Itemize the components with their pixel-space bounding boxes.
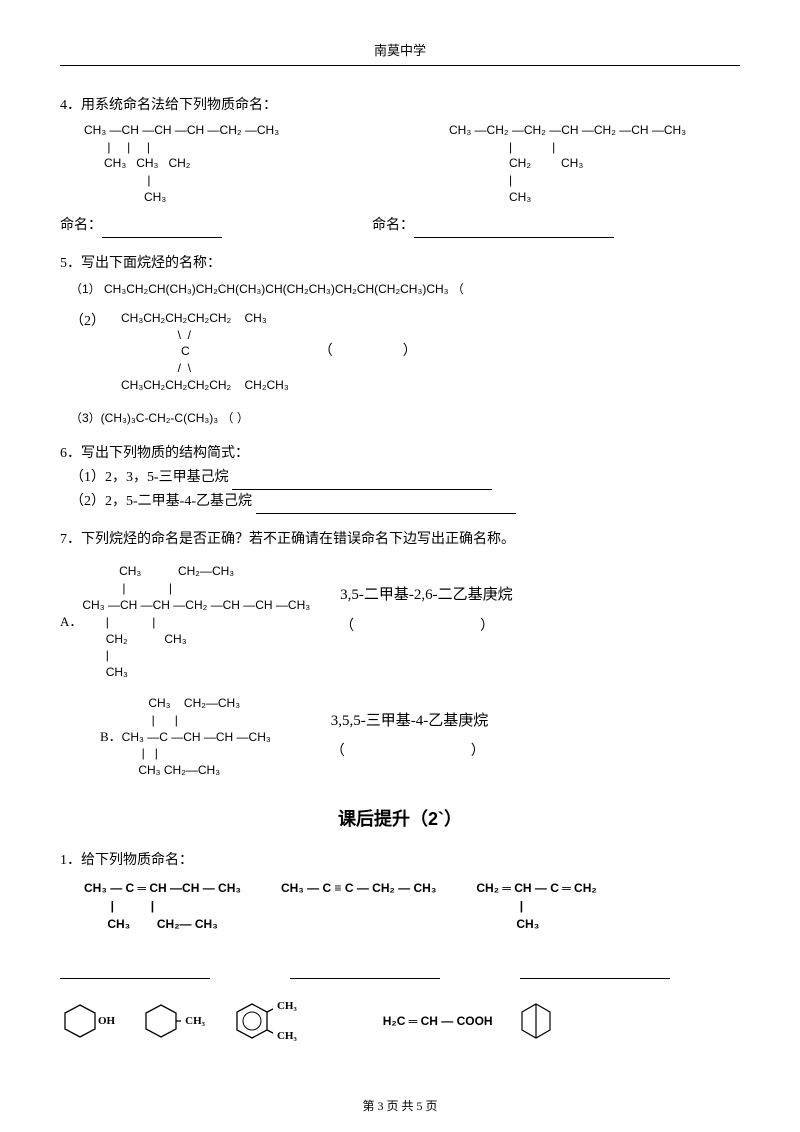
q4-title: 4．用系统命名法给下列物质命名： — [60, 94, 740, 118]
q7A-l1: CH₃ CH₂—CH₃ — [82, 563, 310, 580]
bicyclo-icon — [519, 1001, 553, 1041]
p1-s3-l2: | — [476, 897, 596, 915]
p1-blank-3 — [520, 963, 670, 979]
q4-left-l5: CH₃ — [84, 189, 375, 206]
q7B-l2: | | — [122, 712, 271, 729]
q5-title: 5．写出下面烷烃的名称： — [60, 252, 740, 276]
q7-A-name: 3,5-二甲基-2,6-二乙基庚烷 — [340, 583, 513, 609]
q4-left-l4: | — [84, 172, 375, 189]
p1-s3-l1: CH₂ ═ CH — C ═ CH₂ — [476, 879, 596, 897]
q5-item2-label: （2） — [70, 310, 105, 334]
blank-line — [102, 222, 222, 238]
q6-title: 6．写出下列物质的结构简式： — [60, 442, 740, 466]
q7A-l4: | | — [82, 614, 310, 631]
q5-item2-blank: （ ） — [319, 340, 417, 364]
q4-name-label-2: 命名： — [372, 214, 614, 238]
blank-line — [232, 474, 492, 490]
q4-left-l1: CH₃ —CH —CH —CH —CH₂ —CH₃ — [84, 122, 375, 139]
q7-B-label: B． — [100, 726, 122, 748]
p1-title: 1．给下列物质命名： — [60, 849, 740, 873]
q7B-l4: | | — [122, 745, 271, 762]
q6-item1: （1）2，3，5-三甲基己烷 — [70, 466, 740, 490]
acrylic-acid: H₂C ═ CH — COOH — [383, 1011, 493, 1031]
q4-right-l1: CH₃ —CH₂ —CH₂ —CH —CH₂ —CH —CH₃ — [449, 122, 740, 139]
q7-A-blank: （ ） — [340, 615, 513, 639]
q4-left-l3: CH₃ CH₃ CH₂ — [84, 155, 375, 172]
q7B-l3: CH₃ —C —CH —CH —CH₃ — [122, 729, 271, 746]
section-2-title: 课后提升（2`） — [60, 805, 740, 831]
q7A-l3: CH₃ —CH —CH —CH₂ —CH —CH —CH₃ — [82, 597, 310, 614]
q5-item2-mid2: / \ — [121, 360, 289, 377]
p1-s3-l3: CH₃ — [476, 915, 596, 933]
q7B-l5: CH₃ CH₂—CH₃ — [122, 762, 271, 779]
xylene-icon: CH₃ CH₃ — [231, 997, 297, 1046]
q4-right-l5: CH₃ — [449, 189, 740, 206]
p1-blank-1 — [60, 963, 210, 979]
cyclohexanol-icon: OH — [60, 1001, 115, 1041]
question-4: 4．用系统命名法给下列物质命名： CH₃ —CH —CH —CH —CH₂ —C… — [60, 94, 740, 238]
q7-B-blank: （ ） — [331, 740, 489, 764]
q4-right-l2: | | — [449, 139, 740, 156]
q4-left-l2: | | | — [84, 139, 375, 156]
methylcyclohexane-icon: CH₃ — [141, 1001, 205, 1041]
question-7: 7．下列烷烃的命名是否正确？若不正确请在错误命名下边写出正确名称。 A． CH₃… — [60, 528, 740, 779]
q4-name-label-1: 命名： — [60, 214, 222, 238]
q5-item2-top: CH₃CH₂CH₂CH₂CH₂ CH₃ — [121, 310, 289, 327]
question-6: 6．写出下列物质的结构简式： （1）2，3，5-三甲基己烷 （2）2，5-二甲基… — [60, 442, 740, 513]
q7-A-label: A． — [60, 611, 82, 633]
q7A-l2: | | — [82, 580, 310, 597]
q5-item2-bot: CH₃CH₂CH₂CH₂CH₂ CH₂CH₃ — [121, 377, 289, 394]
q5-item1: （1） CH₃CH₂CH(CH₃)CH₂CH(CH₃)CH(CH₂CH₃)CH₂… — [70, 279, 740, 299]
page-header: 南莫中学 — [60, 40, 740, 66]
page-footer: 第 3 页 共 5 页 — [0, 1097, 800, 1114]
problem-1: 1．给下列物质命名： CH₃ — C ═ CH —CH — CH₃ | | CH… — [60, 849, 740, 1046]
q5-item2-c: C — [121, 343, 289, 360]
blank-line — [414, 222, 614, 238]
p1-s2: CH₃ — C ≡ C — CH₂ — CH₃ — [281, 879, 436, 897]
q4-right-l3: CH₂ CH₃ — [449, 155, 740, 172]
question-5: 5．写出下面烷烃的名称： （1） CH₃CH₂CH(CH₃)CH₂CH(CH₃)… — [60, 252, 740, 429]
p1-s1-l1: CH₃ — C ═ CH —CH — CH₃ — [84, 879, 241, 897]
p1-s1-l3: CH₃ CH₂— CH₃ — [84, 915, 241, 933]
q4-right-l4: | — [449, 172, 740, 189]
q7B-l1: CH₃ CH₂—CH₃ — [122, 695, 271, 712]
q7A-l6: | — [82, 647, 310, 664]
q7-B-name: 3,5,5-三甲基-4-乙基庚烷 — [331, 709, 489, 735]
p1-s1-l2: | | — [84, 897, 241, 915]
q7A-l5: CH₂ CH₃ — [82, 631, 310, 648]
q7A-l7: CH₃ — [82, 664, 310, 681]
q6-item2: （2）2，5-二甲基-4-乙基己烷 — [70, 490, 740, 514]
q7-title: 7．下列烷烃的命名是否正确？若不正确请在错误命名下边写出正确名称。 — [60, 528, 740, 552]
blank-line — [256, 498, 516, 514]
p1-blank-2 — [290, 963, 440, 979]
q5-item3: （3）(CH₃)₃C-CH₂-C(CH₃)₃ （ ） — [70, 408, 740, 428]
q5-item2-mid: \ / — [121, 327, 289, 344]
